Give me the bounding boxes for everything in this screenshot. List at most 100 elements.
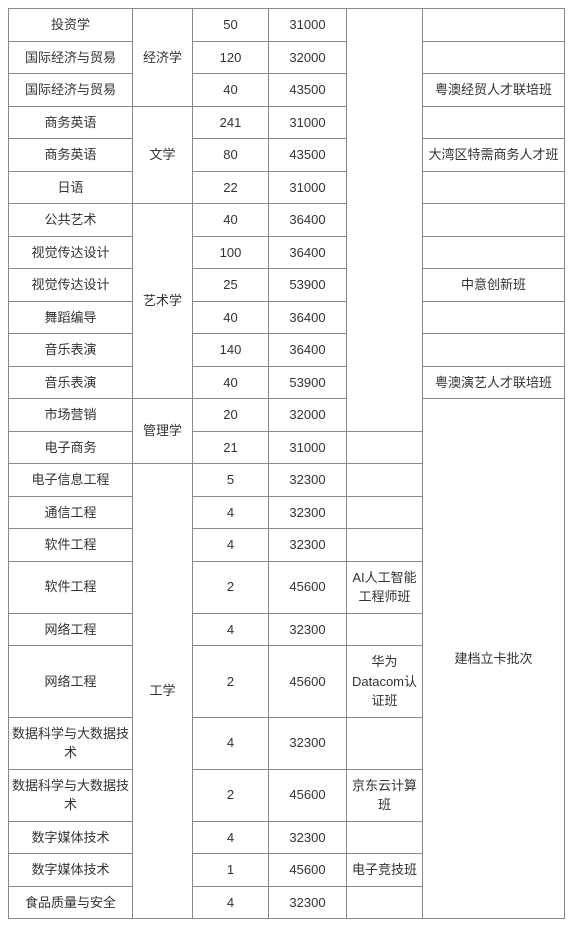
class-name-cell (423, 204, 565, 237)
enrollment-table: 投资学经济学5031000国际经济与贸易12032000国际经济与贸易40435… (8, 8, 565, 919)
tuition-cell: 32300 (269, 496, 347, 529)
major-cell: 通信工程 (9, 496, 133, 529)
major-cell: 数据科学与大数据技术 (9, 717, 133, 769)
class-name-cell (347, 431, 423, 464)
quota-cell: 21 (193, 431, 269, 464)
class-name-cell: AI人工智能工程师班 (347, 561, 423, 613)
tuition-cell: 32300 (269, 717, 347, 769)
tuition-cell: 32000 (269, 41, 347, 74)
major-cell: 音乐表演 (9, 334, 133, 367)
class-name-cell: 中意创新班 (423, 269, 565, 302)
class-name-cell: 大湾区特需商务人才班 (423, 139, 565, 172)
class-name-cell (347, 529, 423, 562)
tuition-cell: 45600 (269, 561, 347, 613)
class-name-cell (347, 886, 423, 919)
tuition-cell: 32300 (269, 613, 347, 646)
table-row: 国际经济与贸易 4043500 粤澳经贸人才联培班 (9, 74, 565, 107)
major-cell: 视觉传达设计 (9, 236, 133, 269)
major-cell: 市场营销 (9, 399, 133, 432)
tuition-cell: 31000 (269, 9, 347, 42)
major-cell: 食品质量与安全 (9, 886, 133, 919)
table-row: 市场营销管理学2032000建档立卡批次 (9, 399, 565, 432)
table-row: 日语 2231000 (9, 171, 565, 204)
major-cell: 数据科学与大数据技术 (9, 769, 133, 821)
major-cell: 数字媒体技术 (9, 854, 133, 887)
major-cell: 日语 (9, 171, 133, 204)
tuition-cell: 36400 (269, 334, 347, 367)
category-cell: 艺术学 (133, 204, 193, 399)
quota-cell: 2 (193, 769, 269, 821)
quota-cell: 50 (193, 9, 269, 42)
batch-cell: 建档立卡批次 (423, 399, 565, 919)
tuition-cell: 31000 (269, 431, 347, 464)
major-cell: 国际经济与贸易 (9, 41, 133, 74)
table-row: 商务英语文学24131000 (9, 106, 565, 139)
quota-cell: 2 (193, 561, 269, 613)
quota-cell: 20 (193, 399, 269, 432)
class-name-cell (423, 106, 565, 139)
tuition-cell: 53900 (269, 366, 347, 399)
class-name-cell (423, 236, 565, 269)
tuition-cell: 45600 (269, 854, 347, 887)
major-cell: 软件工程 (9, 529, 133, 562)
quota-cell: 40 (193, 74, 269, 107)
quota-cell: 4 (193, 496, 269, 529)
category-cell: 文学 (133, 106, 193, 204)
major-cell: 音乐表演 (9, 366, 133, 399)
tuition-cell: 36400 (269, 236, 347, 269)
class-name-cell (347, 496, 423, 529)
table-body: 投资学经济学5031000国际经济与贸易12032000国际经济与贸易40435… (9, 9, 565, 919)
table-row: 视觉传达设计 2553900 中意创新班 (9, 269, 565, 302)
table-row: 公共艺术艺术学4036400 (9, 204, 565, 237)
tuition-cell: 43500 (269, 74, 347, 107)
class-name-cell (423, 41, 565, 74)
tuition-cell: 31000 (269, 171, 347, 204)
batch-cell (347, 9, 423, 432)
quota-cell: 25 (193, 269, 269, 302)
table-row: 视觉传达设计 10036400 (9, 236, 565, 269)
class-name-cell (423, 334, 565, 367)
quota-cell: 2 (193, 646, 269, 718)
quota-cell: 80 (193, 139, 269, 172)
tuition-cell: 43500 (269, 139, 347, 172)
class-name-cell (347, 717, 423, 769)
quota-cell: 100 (193, 236, 269, 269)
major-cell: 电子商务 (9, 431, 133, 464)
major-cell: 国际经济与贸易 (9, 74, 133, 107)
major-cell: 舞蹈编导 (9, 301, 133, 334)
quota-cell: 140 (193, 334, 269, 367)
tuition-cell: 45600 (269, 646, 347, 718)
class-name-cell (423, 9, 565, 42)
category-cell: 管理学 (133, 399, 193, 464)
quota-cell: 241 (193, 106, 269, 139)
tuition-cell: 32300 (269, 821, 347, 854)
class-name-cell: 粤澳经贸人才联培班 (423, 74, 565, 107)
quota-cell: 1 (193, 854, 269, 887)
quota-cell: 40 (193, 204, 269, 237)
quota-cell: 40 (193, 301, 269, 334)
tuition-cell: 32300 (269, 529, 347, 562)
quota-cell: 4 (193, 529, 269, 562)
major-cell: 电子信息工程 (9, 464, 133, 497)
tuition-cell: 36400 (269, 204, 347, 237)
quota-cell: 5 (193, 464, 269, 497)
class-name-cell: 电子竞技班 (347, 854, 423, 887)
table-row: 投资学经济学5031000 (9, 9, 565, 42)
category-cell: 工学 (133, 464, 193, 919)
class-name-cell: 粤澳演艺人才联培班 (423, 366, 565, 399)
quota-cell: 4 (193, 821, 269, 854)
class-name-cell: 京东云计算班 (347, 769, 423, 821)
quota-cell: 120 (193, 41, 269, 74)
major-cell: 视觉传达设计 (9, 269, 133, 302)
class-name-cell (347, 613, 423, 646)
major-cell: 商务英语 (9, 106, 133, 139)
tuition-cell: 53900 (269, 269, 347, 302)
class-name-cell: 华为Datacom认证班 (347, 646, 423, 718)
class-name-cell (423, 301, 565, 334)
major-cell: 软件工程 (9, 561, 133, 613)
table-row: 音乐表演 14036400 (9, 334, 565, 367)
table-row: 音乐表演4053900粤澳演艺人才联培班 (9, 366, 565, 399)
category-cell: 经济学 (133, 9, 193, 107)
class-name-cell (347, 821, 423, 854)
quota-cell: 22 (193, 171, 269, 204)
